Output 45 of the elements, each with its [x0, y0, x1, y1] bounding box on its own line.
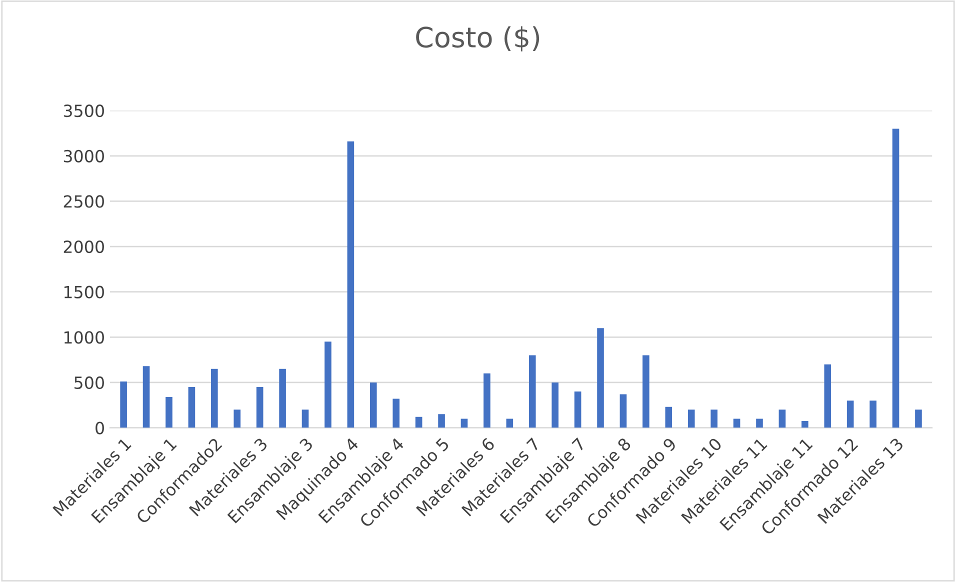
bar [846, 400, 854, 428]
bar [870, 400, 876, 428]
bar [778, 410, 786, 428]
chart-title: Costo ($) [416, 26, 540, 52]
bar [324, 342, 332, 428]
y-tick-label: 3500 [64, 104, 104, 118]
bar [688, 410, 695, 428]
bar [234, 410, 241, 428]
bar [211, 368, 218, 428]
bar [302, 410, 309, 428]
bar [392, 398, 400, 428]
bar [120, 382, 127, 428]
bar [506, 418, 514, 428]
bar [733, 418, 740, 428]
bar [370, 382, 377, 428]
y-tick-label: 2500 [64, 195, 104, 208]
y-tick-label: 2000 [64, 240, 104, 254]
bar [892, 128, 900, 428]
bar [256, 386, 264, 428]
bar [142, 366, 150, 428]
bar [552, 382, 558, 428]
bar [415, 416, 422, 428]
y-tick-label: 3000 [64, 150, 104, 162]
bar [438, 414, 445, 428]
bar [642, 355, 650, 428]
bar [574, 392, 582, 428]
bar [166, 396, 172, 428]
bar [915, 410, 922, 428]
bar [279, 368, 286, 428]
bar [188, 386, 196, 428]
y-tick-label: 1000 [64, 331, 104, 344]
bar [597, 328, 604, 428]
bar [710, 410, 718, 428]
y-tick-label: 500 [74, 376, 104, 390]
bar [802, 420, 808, 428]
bar [528, 355, 536, 428]
bar [620, 394, 627, 428]
bar [484, 373, 490, 428]
y-tick-label: 1500 [64, 286, 104, 298]
y-tick-label: 0 [96, 422, 104, 434]
bar [460, 418, 468, 428]
bar [756, 418, 763, 428]
bar [824, 364, 832, 428]
bar [665, 406, 672, 428]
bar [347, 141, 354, 428]
